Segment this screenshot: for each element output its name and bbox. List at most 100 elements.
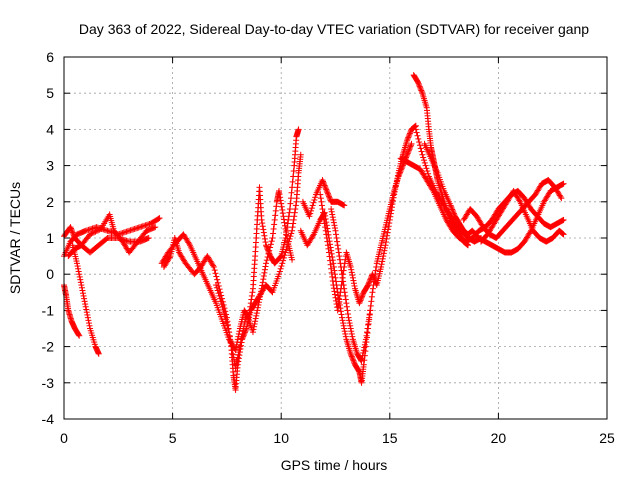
data-point-marker bbox=[369, 272, 376, 279]
data-point-marker bbox=[382, 242, 389, 249]
data-point-marker bbox=[280, 213, 287, 220]
data-point-marker bbox=[267, 244, 274, 251]
data-point-marker bbox=[280, 216, 287, 223]
data-point-marker bbox=[227, 338, 234, 345]
data-point-marker bbox=[214, 276, 221, 283]
data-point-marker bbox=[75, 265, 82, 272]
data-point-marker bbox=[478, 235, 485, 241]
data-series-layer bbox=[61, 72, 567, 394]
data-point-marker bbox=[87, 231, 94, 238]
data-point-marker bbox=[330, 219, 337, 226]
data-point-marker bbox=[283, 229, 290, 236]
data-point-marker bbox=[349, 356, 356, 363]
data-point-marker bbox=[406, 131, 413, 138]
data-point-marker bbox=[258, 288, 265, 295]
data-point-marker bbox=[342, 292, 349, 299]
data-point-marker bbox=[360, 361, 367, 368]
data-point-marker bbox=[386, 216, 393, 223]
data-point-marker bbox=[76, 332, 83, 339]
data-point-marker bbox=[349, 333, 356, 340]
data-point-marker bbox=[418, 87, 425, 94]
y-tick-label: 3 bbox=[46, 158, 54, 174]
data-point-marker bbox=[365, 282, 372, 289]
data-point-marker bbox=[404, 135, 411, 142]
data-point-marker bbox=[408, 140, 415, 147]
data-point-marker bbox=[334, 307, 341, 314]
data-series-arc-midday-1 bbox=[299, 177, 348, 220]
data-point-marker bbox=[333, 231, 340, 238]
data-point-marker bbox=[407, 142, 414, 149]
data-point-marker bbox=[80, 290, 87, 297]
data-point-marker bbox=[417, 84, 424, 91]
data-point-marker bbox=[70, 232, 77, 239]
data-point-marker bbox=[92, 228, 99, 235]
data-point-marker bbox=[278, 263, 285, 270]
data-point-marker bbox=[340, 320, 347, 327]
data-point-marker bbox=[336, 256, 343, 263]
x-tick-label: 0 bbox=[60, 430, 68, 446]
data-point-marker bbox=[232, 365, 239, 372]
data-point-marker bbox=[76, 271, 83, 278]
data-point-marker bbox=[307, 210, 314, 217]
data-series-arc-midday-3 bbox=[317, 122, 419, 314]
data-point-marker bbox=[404, 137, 411, 144]
data-point-marker bbox=[319, 206, 326, 213]
data-point-marker bbox=[338, 267, 345, 274]
data-point-marker bbox=[327, 261, 334, 268]
data-point-marker bbox=[216, 292, 223, 299]
data-point-marker bbox=[358, 358, 365, 365]
data-point-marker bbox=[88, 230, 95, 237]
data-point-marker bbox=[84, 314, 91, 321]
data-point-marker bbox=[277, 194, 284, 201]
data-point-marker bbox=[416, 83, 423, 90]
data-series-arc-afternoon-5 bbox=[412, 126, 485, 245]
data-point-marker bbox=[341, 328, 348, 335]
data-point-marker bbox=[361, 341, 368, 348]
data-point-marker bbox=[362, 336, 369, 343]
data-point-marker bbox=[291, 213, 298, 220]
data-point-marker bbox=[347, 325, 354, 332]
data-point-marker bbox=[415, 135, 422, 142]
data-point-marker bbox=[233, 359, 240, 366]
x-tick-label: 5 bbox=[169, 430, 177, 446]
data-point-marker bbox=[251, 323, 258, 330]
data-point-marker bbox=[337, 308, 344, 315]
data-point-marker bbox=[211, 267, 218, 274]
data-point-marker bbox=[359, 293, 366, 300]
data-point-marker bbox=[214, 287, 221, 294]
data-point-marker bbox=[425, 170, 432, 177]
data-point-marker bbox=[318, 202, 325, 209]
data-point-marker bbox=[387, 210, 394, 217]
data-point-marker bbox=[423, 165, 430, 172]
data-series-arc-early-mid-3 bbox=[65, 211, 159, 260]
data-point-marker bbox=[77, 279, 84, 286]
data-point-marker bbox=[385, 226, 392, 233]
data-point-marker bbox=[393, 180, 400, 187]
data-point-marker bbox=[420, 154, 427, 161]
data-point-marker bbox=[226, 329, 233, 336]
data-point-marker bbox=[448, 205, 455, 212]
data-point-marker bbox=[278, 203, 285, 210]
data-point-marker bbox=[331, 288, 338, 295]
data-point-marker bbox=[378, 261, 385, 268]
data-point-marker bbox=[418, 148, 425, 155]
data-point-marker bbox=[348, 266, 355, 273]
data-point-marker bbox=[278, 200, 285, 207]
data-point-marker bbox=[350, 280, 357, 287]
data-point-marker bbox=[234, 357, 241, 364]
data-point-marker bbox=[276, 191, 283, 198]
data-point-marker bbox=[339, 317, 346, 324]
data-point-marker bbox=[322, 185, 329, 192]
data-point-marker bbox=[405, 133, 412, 140]
data-point-marker bbox=[335, 249, 342, 256]
data-point-marker bbox=[76, 273, 83, 280]
data-point-marker bbox=[213, 282, 220, 289]
data-point-marker bbox=[390, 197, 397, 204]
x-tick-label: 25 bbox=[599, 430, 615, 446]
data-point-marker bbox=[424, 168, 431, 175]
data-point-marker bbox=[417, 145, 424, 152]
data-point-marker bbox=[335, 300, 342, 307]
data-point-marker bbox=[366, 277, 373, 284]
data-point-marker bbox=[392, 183, 399, 190]
